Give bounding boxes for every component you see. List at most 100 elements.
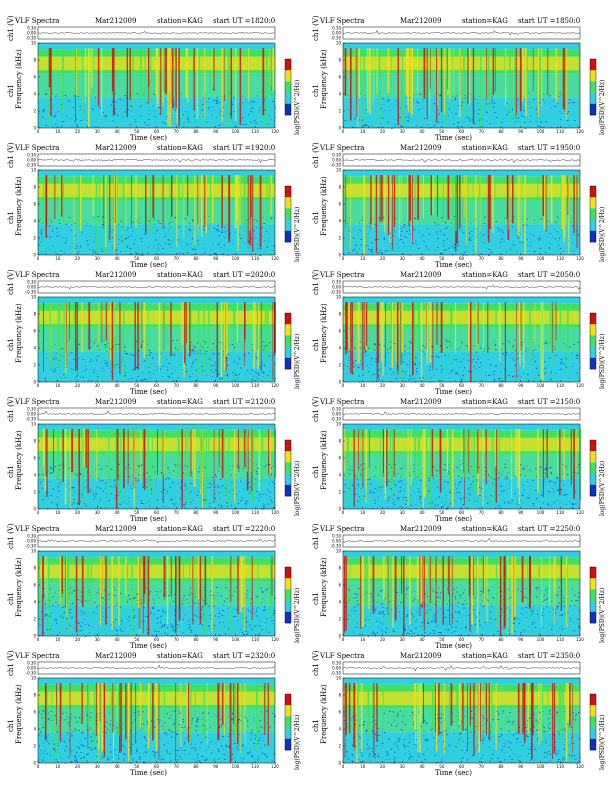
x-tick-label: 30: [400, 637, 406, 642]
y-tick-label: 0: [33, 125, 36, 130]
trace-y-label: ch1 (V): [312, 15, 320, 41]
y-tick-label: 0: [338, 252, 341, 257]
spectrogram-svg: 0.300.00-0.300 10 20 30 40 50 60 70 80 90 100 110 12…: [26, 660, 292, 769]
x-tick-label: 40: [419, 510, 425, 515]
x-tick-label: 60: [154, 764, 160, 769]
trace-tick-label: 0.00: [332, 538, 341, 543]
colorbar-segment: [285, 440, 291, 452]
spectrogram-y-label: Frequency (kHz): [320, 430, 328, 490]
colorbar-label: log(PSD)(V^2/Hz): [294, 333, 301, 389]
x-tick-label: 20: [75, 129, 81, 134]
spectrogram-panel: VLF Spectra Mar212009 station=KAG start UT …: [5, 142, 305, 272]
x-tick-label: 90: [213, 637, 219, 642]
y-tick-label: 6: [33, 582, 36, 587]
spectrogram-panel: VLF Spectra Mar212009 station=KAG start UT …: [5, 396, 305, 526]
x-tick-label: 40: [114, 637, 120, 642]
panel-title: VLF Spectra: [320, 271, 365, 279]
x-tick-label: 120: [576, 510, 584, 515]
x-tick-label: 90: [213, 129, 219, 134]
y-tick-label: 2: [338, 616, 341, 621]
spectrogram-y-label: Frequency (kHz): [320, 557, 328, 617]
colorbar-segment: [285, 473, 291, 486]
spectrogram-y-prefix: ch1: [312, 84, 320, 97]
panel-station: station=KAG: [462, 525, 508, 533]
start-label: start UT =: [518, 652, 556, 660]
colorbar-segment: [285, 567, 291, 579]
trace-y-label: ch1 (V): [7, 396, 15, 422]
x-tick-label: 100: [537, 256, 545, 261]
spectrogram-sferics: [344, 48, 580, 127]
panel-station: station=KAG: [462, 652, 508, 660]
spectrogram-band: [343, 678, 580, 685]
y-tick-label: 0: [33, 379, 36, 384]
x-tick-label: 40: [114, 129, 120, 134]
x-tick-label: 40: [114, 256, 120, 261]
x-tick-label: 60: [459, 129, 465, 134]
x-tick-label: 70: [479, 510, 485, 515]
start-label: start UT =: [213, 398, 251, 406]
x-tick-label: 40: [419, 637, 425, 642]
start-time: 2250:0: [555, 525, 581, 533]
colorbar-segment: [590, 567, 596, 579]
x-tick-label: 90: [518, 256, 524, 261]
trace-line: [37, 538, 276, 544]
x-tick-label: 60: [459, 383, 465, 388]
x-tick-label: 120: [271, 129, 279, 134]
panel-title: VLF Spectra: [15, 271, 60, 279]
colorbar-segment: [285, 324, 291, 336]
x-tick-label: 30: [95, 510, 101, 515]
start-label: start UT =: [518, 144, 556, 152]
spectrogram-band: [38, 581, 275, 606]
colorbar-segment: [590, 600, 596, 613]
y-tick-label: 0: [33, 633, 36, 638]
x-tick-label: 50: [439, 256, 445, 261]
panel-station: station=KAG: [462, 271, 508, 279]
colorbar-segment: [590, 727, 596, 740]
x-tick-label: 30: [400, 764, 406, 769]
y-tick-label: 2: [33, 108, 36, 113]
y-tick-label: 4: [338, 726, 341, 731]
colorbar-label: log(PSD)(V^2/Hz): [599, 333, 606, 389]
y-tick-label: 10: [31, 167, 37, 172]
x-tick-label: 30: [400, 510, 406, 515]
panel-start-ut: start UT =1820:0: [213, 17, 275, 25]
x-tick-label: 90: [518, 764, 524, 769]
spectrogram-band: [343, 551, 580, 558]
spectrogram-sferics: [345, 302, 569, 382]
x-tick-label: 50: [134, 637, 140, 642]
panel-date: Mar212009: [400, 652, 442, 660]
x-tick-label: 20: [380, 256, 386, 261]
colorbar-segment: [590, 705, 596, 717]
x-tick-label: 90: [213, 383, 219, 388]
spectrogram-y-label: Frequency (kHz): [15, 303, 23, 363]
spectrogram-band: [343, 297, 580, 304]
x-tick-label: 110: [251, 256, 259, 261]
spectrogram-y-label: Frequency (kHz): [15, 557, 23, 617]
spectrogram-panel: VLF Spectra Mar212009 station=KAG start UT …: [310, 269, 610, 399]
y-tick-label: 10: [336, 167, 342, 172]
x-tick-label: 80: [193, 383, 199, 388]
trace-tick-label: -0.30: [26, 289, 37, 294]
spectrogram-svg: 0.300.00-0.300 10 20 30 40 50 60 70 80 90 100 110 12…: [331, 406, 597, 515]
x-tick-label: 80: [193, 510, 199, 515]
x-tick-label: 100: [232, 637, 240, 642]
x-tick-label: 40: [114, 764, 120, 769]
x-tick-label: 50: [134, 256, 140, 261]
colorbar-segment: [590, 70, 596, 82]
spectrogram-sferics: [43, 175, 272, 255]
x-tick-label: 120: [576, 383, 584, 388]
x-tick-label: 100: [537, 764, 545, 769]
x-tick-label: 50: [439, 510, 445, 515]
spectrogram-band: [343, 424, 580, 431]
x-tick-label: 100: [232, 256, 240, 261]
x-tick-label: 120: [271, 383, 279, 388]
colorbar-segment: [285, 451, 291, 463]
spectrogram-band: [38, 297, 275, 304]
colorbar-segment: [285, 346, 291, 359]
x-tick-label: 100: [232, 383, 240, 388]
x-tick-label: 80: [498, 129, 504, 134]
x-tick-label: 120: [576, 256, 584, 261]
y-tick-label: 10: [31, 421, 37, 426]
colorbar-segment: [285, 103, 291, 116]
trace-tick-label: -0.30: [26, 543, 37, 548]
